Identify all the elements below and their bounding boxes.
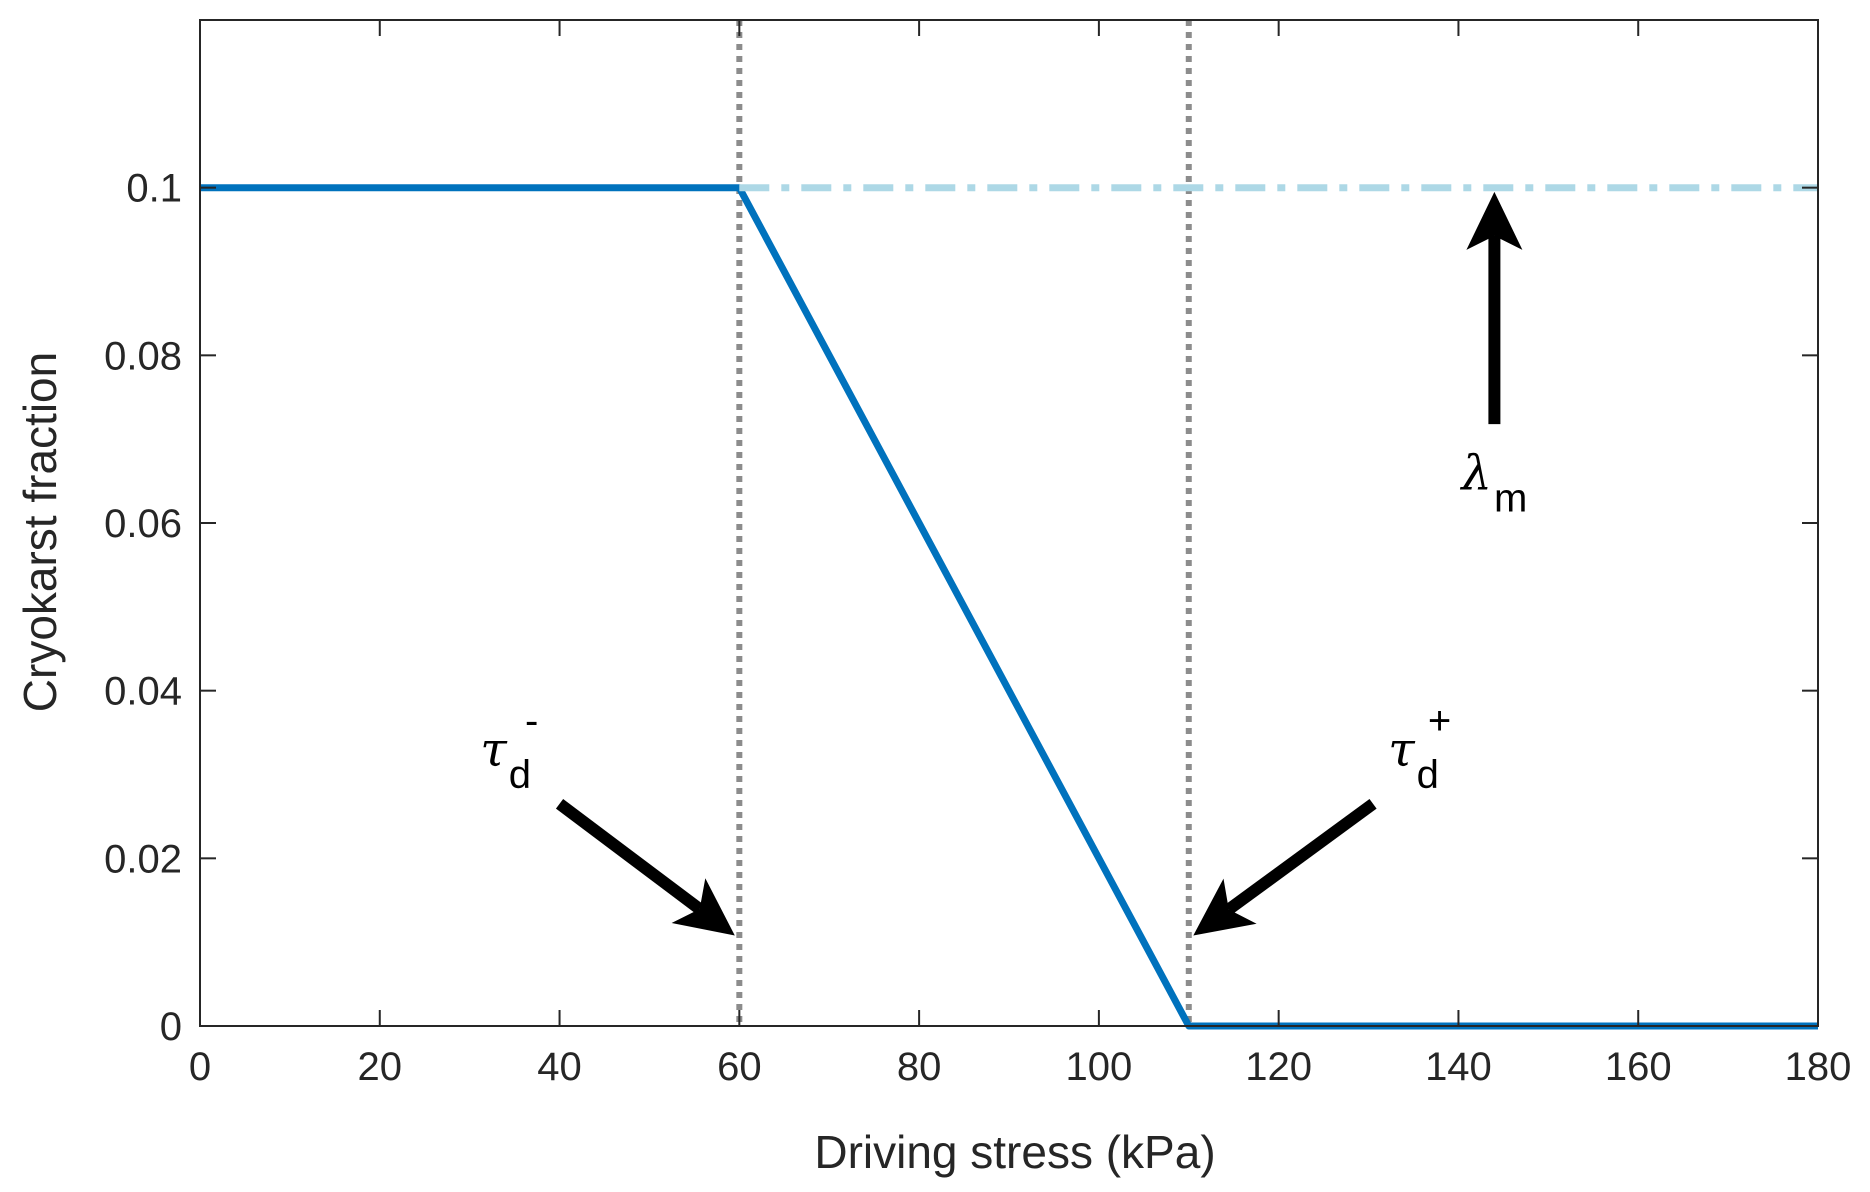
tau-minus-label: τd [480,722,531,797]
x-tick-label-1: 20 [358,1045,403,1089]
x-tick-label-5: 100 [1066,1045,1133,1089]
tau-plus-arrow-shaft [1225,799,1377,915]
lambda-m-arrow-head [1466,191,1523,250]
tau-minus-subscript: d [509,753,531,797]
tau-minus-arrow-head [671,878,735,936]
ticks: 0 20 40 60 80 100 120 140 160 180 0 0.02 0.04 0.06 0.0… [104,20,1851,1089]
y-tick-label-3: 0.06 [104,502,182,546]
y-tick-label-5: 0.1 [126,167,182,211]
tau-plus-arrow-head [1193,878,1257,936]
tau-plus-superscript: + [1428,699,1451,743]
tau-minus-symbol: τ [480,722,508,778]
x-axis-title: Driving stress (kPa) [814,1126,1215,1178]
tau-minus-superscript: - [525,699,538,743]
tau-plus-label: τd [1388,722,1439,797]
annotations: τd-τd+λm [480,191,1528,936]
x-tick-label-9: 180 [1785,1045,1852,1089]
x-tick-label-2: 40 [537,1045,582,1089]
x-tick-label-8: 160 [1605,1045,1672,1089]
y-tick-label-1: 0.02 [104,837,182,881]
y-tick-label-2: 0.04 [104,670,182,714]
tau-plus-subscript: d [1417,753,1439,797]
lambda-m-label: λm [1460,445,1528,520]
x-tick-label-6: 120 [1245,1045,1312,1089]
y-tick-label-4: 0.08 [104,334,182,378]
y-axis-title: Cryokarst fraction [14,352,66,712]
y-tick-label-0: 0 [160,1005,182,1049]
lambda-m-subscript: m [1494,476,1527,520]
x-tick-label-0: 0 [189,1045,211,1089]
lambda-m-symbol: λ [1460,445,1492,501]
tau-minus-arrow-shaft [555,799,704,914]
x-tick-label-4: 80 [897,1045,942,1089]
tau-plus-symbol: τ [1388,722,1416,778]
x-tick-label-3: 60 [717,1045,762,1089]
x-tick-label-7: 140 [1425,1045,1492,1089]
